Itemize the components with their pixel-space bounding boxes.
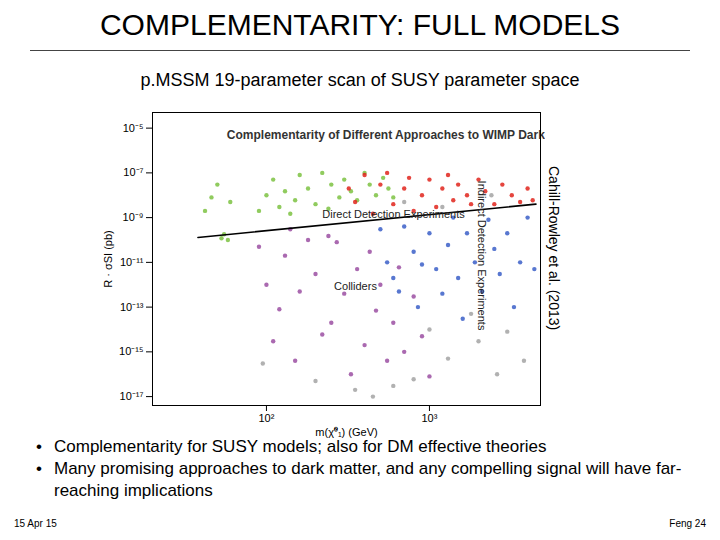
svg-text:Complementarity of Different A: Complementarity of Different Approaches …	[227, 128, 545, 142]
svg-text:10²: 10²	[258, 412, 274, 424]
html-text:Many promising approaches to d: Many promising approaches to dark matter…	[54, 459, 682, 500]
svg-text:Direct Detection Experiments: Direct Detection Experiments	[322, 208, 465, 220]
svg-text:R · σSI (pb): R · σSI (pb)	[102, 230, 114, 288]
html-text:p.MSSM 19-parameter scan of SU: p.MSSM 19-parameter scan of SUSY paramet…	[140, 70, 580, 90]
html-text:Feng 24: Feng 24	[669, 518, 706, 529]
svg-text:10⁻⁷: 10⁻⁷	[123, 166, 143, 178]
svg-text:10⁻⁵: 10⁻⁵	[123, 122, 144, 134]
html-text:COMPLEMENTARITY: FULL MODELS: COMPLEMENTARITY: FULL MODELS	[100, 8, 620, 41]
svg-text:Colliders: Colliders	[334, 280, 377, 292]
svg-text:10⁻¹¹: 10⁻¹¹	[120, 256, 144, 268]
svg-text:10⁻¹⁷: 10⁻¹⁷	[120, 390, 144, 402]
html-text:15 Apr 15: 15 Apr 15	[14, 518, 57, 529]
svg-text:10⁻⁹: 10⁻⁹	[123, 211, 144, 223]
svg-text:m(χ̃⁰₁) (GeV): m(χ̃⁰₁) (GeV)	[315, 426, 377, 438]
svg-text:10⁻¹⁵: 10⁻¹⁵	[119, 345, 143, 357]
svg-text:10⁻¹³: 10⁻¹³	[120, 301, 144, 313]
svg-text:10³: 10³	[421, 412, 437, 424]
html-text:Cahill-Rowley et al. (2013): Cahill-Rowley et al. (2013)	[546, 166, 562, 331]
html-text:Complementarity for SUSY model: Complementarity for SUSY models; also fo…	[54, 437, 547, 456]
svg-text:Indirect Detection Experiments: Indirect Detection Experiments	[476, 181, 488, 331]
